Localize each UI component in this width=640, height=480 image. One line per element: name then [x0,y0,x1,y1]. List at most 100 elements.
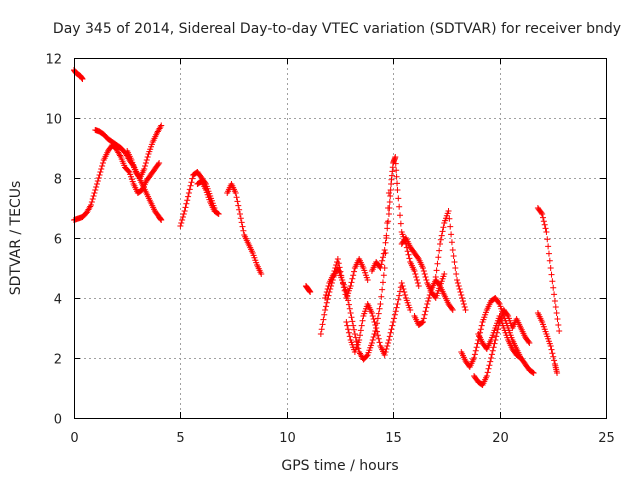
data-point [321,311,328,318]
data-point [551,357,558,364]
data-point [236,206,243,213]
data-point [337,268,344,275]
y-axis-label: SDTVAR / TECUs [8,181,24,296]
data-point [445,208,452,214]
data-point [88,199,95,205]
data-point [346,305,353,312]
data-point [407,307,414,313]
data-point [258,271,265,277]
data-point [363,352,370,359]
data-point [526,340,533,346]
data-point [324,296,331,303]
data-point [368,310,375,316]
data-point [391,315,398,322]
data-point [389,322,396,329]
data-point [433,267,440,274]
data-point [397,212,404,219]
data-point [494,326,501,333]
data-point [423,304,430,311]
data-point [382,239,389,246]
data-point [91,190,98,196]
data-point [358,322,365,329]
data-point [540,218,547,225]
data-point [319,321,326,328]
data-point [382,349,389,355]
data-point [551,298,558,304]
data-point [425,298,432,304]
data-point [454,280,461,286]
data-point [437,236,444,243]
data-point [215,211,222,217]
data-point [379,257,386,264]
y-tick-label: 12 [45,53,62,68]
data-point [339,280,346,287]
data-point [472,347,479,354]
data-point [388,326,395,333]
data-point [185,190,192,196]
data-point [322,292,329,298]
data-point [404,248,411,255]
data-point [440,224,447,231]
data-point [338,272,345,279]
data-point [487,358,494,365]
data-point [394,301,401,307]
data-point [541,221,548,228]
data-point [380,250,387,257]
data-point [178,220,185,226]
data-point [346,333,353,340]
data-point [322,295,329,301]
data-point [435,254,442,261]
data-point [419,265,426,271]
data-point [551,291,558,298]
data-point [345,329,352,336]
data-point [99,163,106,169]
data-point [425,295,432,301]
data-point [448,239,455,246]
data-point [351,268,358,275]
data-point [377,301,384,307]
data-point [142,163,149,169]
data-point [386,199,393,205]
data-point [237,215,244,222]
data-point [488,355,495,361]
data-point [332,265,339,271]
data-point [549,278,556,285]
data-point [539,211,546,217]
data-point [374,328,381,335]
data-point [399,283,406,289]
data-point [240,227,247,234]
data-point [553,310,560,316]
data-point [143,157,150,163]
x-tick-labels: 0 5 10 15 20 25 [70,431,614,446]
data-point [340,284,347,291]
data-point [405,251,412,258]
data-point [344,322,351,329]
data-point [478,322,485,329]
data-point [335,260,342,267]
y-tick-labels: 0 2 4 6 8 10 12 [45,53,62,428]
data-point [325,283,332,289]
data-point [307,289,314,295]
data-point [449,307,456,313]
data-point [374,315,381,322]
data-point [373,325,380,331]
data-point [351,331,358,337]
data-point [547,343,554,349]
data-point [317,331,324,337]
data-point [379,254,386,261]
data-point [384,343,391,349]
data-point [397,220,404,227]
data-point [545,250,552,257]
data-point [339,277,346,283]
data-point [93,181,100,187]
data-point [455,283,462,289]
data-point [349,275,356,282]
data-point [379,279,386,286]
data-point [350,322,357,329]
data-point [381,352,388,358]
data-point [350,272,357,279]
y-tick-label: 2 [54,353,62,368]
data-point [459,298,466,304]
data-point [376,305,383,312]
